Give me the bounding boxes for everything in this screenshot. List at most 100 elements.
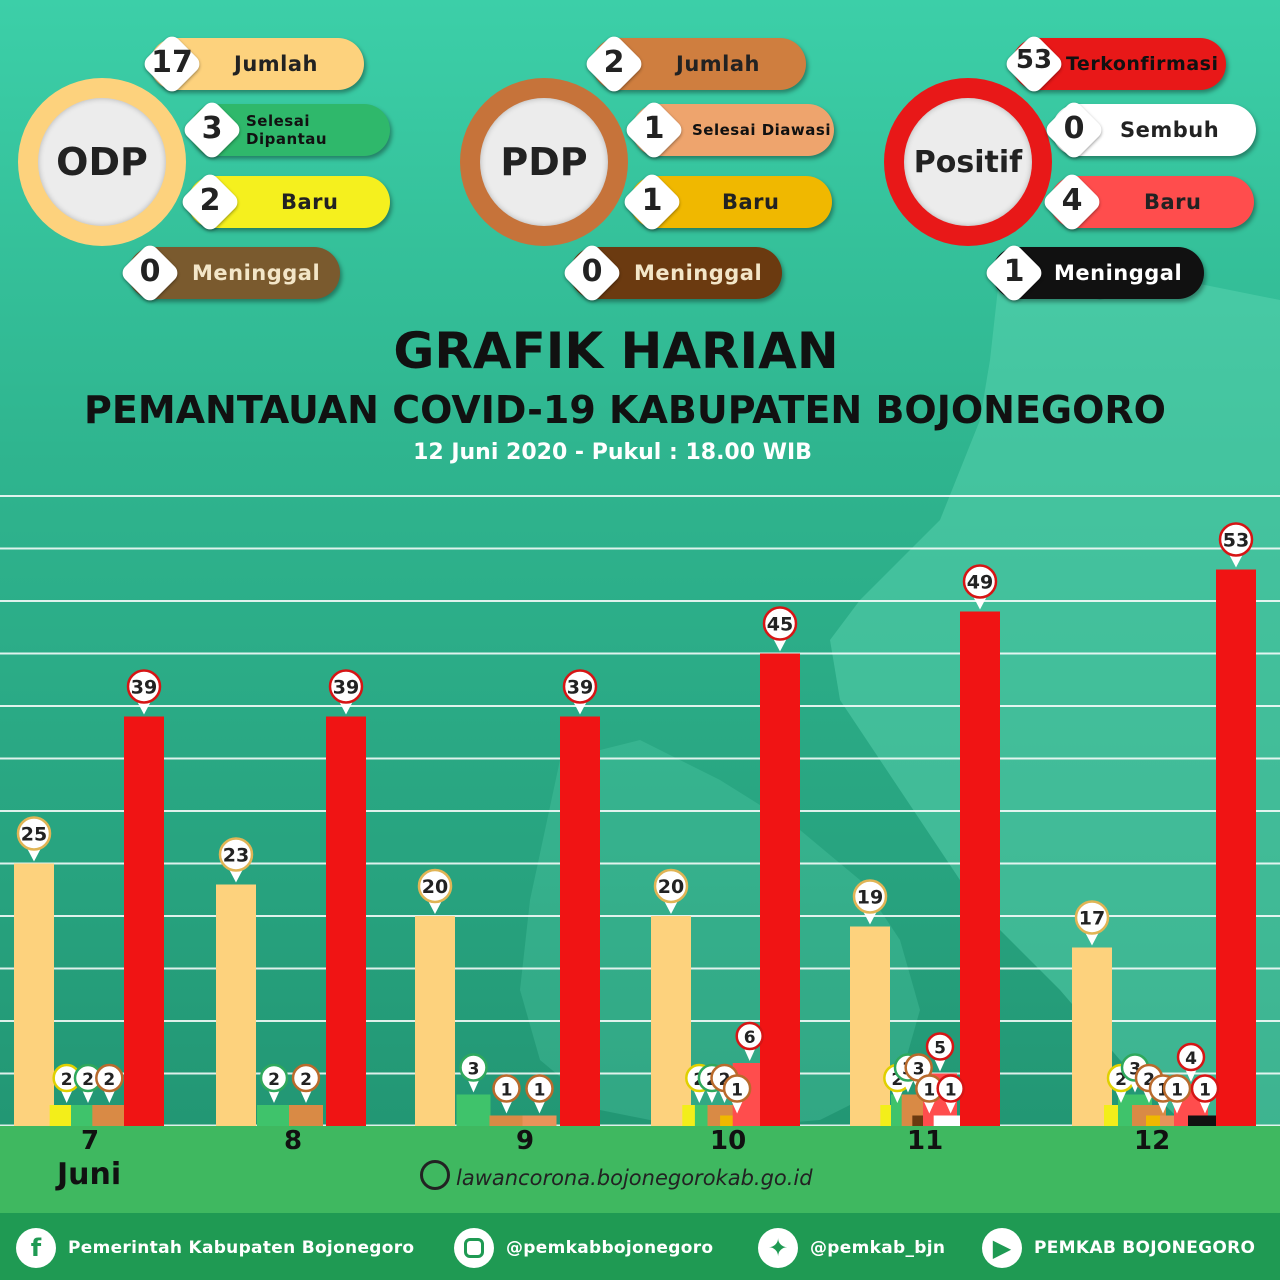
data-label: 53 — [1218, 522, 1254, 568]
x-tick-label: 12 — [1134, 1126, 1171, 1156]
bar-positif-terkonfirmasi — [1216, 569, 1256, 1126]
data-label-text: 25 — [21, 824, 47, 846]
data-label: 1 — [915, 1074, 944, 1114]
pdp-jumlah-value: 2 — [603, 45, 625, 80]
data-label: 17 — [1074, 900, 1110, 946]
footer-youtube[interactable]: ▶ PEMKAB BOJONEGORO — [982, 1228, 1255, 1268]
footer-twitter[interactable]: ✦ @pemkab_bjn — [758, 1228, 945, 1268]
data-label-text: 2 — [300, 1070, 312, 1090]
pdp-title: PDP — [480, 98, 608, 226]
chart-base — [0, 1126, 1280, 1213]
data-label: 2 — [291, 1063, 321, 1103]
data-label-text: 2 — [103, 1070, 115, 1090]
globe-icon — [420, 1160, 450, 1190]
x-tick-label: 9 — [516, 1126, 535, 1156]
footer-bar — [0, 1213, 1280, 1280]
data-label-text: 20 — [422, 876, 448, 898]
data-label-text: 6 — [744, 1028, 756, 1048]
data-label-text: 2 — [61, 1070, 73, 1090]
footer-instagram[interactable]: @pemkabbojonegoro — [454, 1228, 713, 1268]
data-label: 20 — [417, 868, 453, 914]
positif-terkonfirmasi-value: 53 — [1015, 45, 1053, 75]
data-label-text: 2 — [719, 1070, 731, 1090]
pdp-selesai-label: Selesai Diawasi — [692, 121, 831, 139]
positif-title: Positif — [904, 98, 1032, 226]
data-label-text: 3 — [1129, 1060, 1141, 1080]
x-tick-label: 7 — [81, 1126, 100, 1156]
odp-baru-label: Baru — [281, 190, 339, 214]
data-label-text: 2 — [268, 1070, 280, 1090]
data-label-text: 3 — [913, 1060, 925, 1080]
odp-jumlah-label: Jumlah — [234, 52, 318, 76]
positif-baru-label: Baru — [1144, 190, 1202, 214]
bar-odp-jumlah — [1072, 947, 1112, 1126]
positif-sembuh-value: 0 — [1063, 111, 1085, 146]
data-label-text: 23 — [223, 845, 249, 867]
x-axis-month: Juni — [57, 1157, 122, 1192]
x-tick-label: 10 — [710, 1126, 747, 1156]
bar-pdp-jumlah — [92, 1105, 127, 1126]
youtube-text: PEMKAB BOJONEGORO — [1034, 1238, 1256, 1258]
data-label-text: 53 — [1223, 530, 1249, 552]
bar-pdp-selesai — [522, 1115, 557, 1126]
positif-baru-value: 4 — [1061, 183, 1083, 218]
data-label-text: 2 — [891, 1070, 903, 1090]
chart-date: 12 Juni 2020 - Pukul : 18.00 WIB — [413, 440, 812, 465]
x-tick-label: 11 — [907, 1126, 944, 1156]
data-labels: 2522239232239203113920222164519233151491… — [16, 522, 1254, 1114]
bar-positif-terkonfirmasi — [760, 653, 800, 1126]
pdp-baru-value: 1 — [641, 183, 663, 218]
twitter-icon: ✦ — [758, 1228, 798, 1268]
data-label: 39 — [562, 669, 598, 715]
data-label-text: 1 — [1171, 1081, 1183, 1101]
data-label-text: 1 — [501, 1081, 513, 1101]
x-tick-label: 8 — [284, 1126, 303, 1156]
data-label-text: 39 — [131, 677, 157, 699]
positif-meninggal-value: 1 — [1003, 254, 1025, 289]
odp-meninggal-label: Meninggal — [192, 261, 321, 285]
bar-odp-jumlah — [415, 916, 455, 1126]
data-label-text: 1 — [1199, 1081, 1211, 1101]
data-label-text: 4 — [1185, 1049, 1197, 1069]
bar-positif-sembuh — [933, 1115, 968, 1126]
pdp-baru-label: Baru — [722, 190, 780, 214]
odp-jumlah-value: 17 — [151, 45, 193, 80]
bar-odp-selesai — [257, 1105, 291, 1126]
odp-meninggal-value: 0 — [139, 254, 161, 289]
data-label: 4 — [1176, 1042, 1206, 1082]
website-url[interactable]: lawancorona.bojonegorokab.go.id — [456, 1166, 813, 1190]
bar-positif-meninggal — [1188, 1115, 1222, 1126]
data-label: 25 — [16, 816, 52, 862]
bar-positif-terkonfirmasi — [960, 611, 1000, 1126]
data-label: 19 — [852, 879, 888, 925]
data-label: 2 — [95, 1063, 124, 1103]
bar-pdp-jumlah — [489, 1115, 524, 1126]
data-label: 1 — [1190, 1074, 1220, 1114]
positif-terkonfirmasi-label: Terkonfirmasi — [1066, 53, 1219, 75]
data-label: 1 — [722, 1074, 752, 1114]
bar-odp-jumlah — [216, 884, 256, 1126]
data-label: 39 — [328, 669, 364, 715]
chart-title: GRAFIK HARIAN — [393, 322, 839, 380]
bar-pdp-jumlah — [289, 1105, 323, 1126]
chart-subtitle: PEMANTAUAN COVID-19 KABUPATEN BOJONEGORO — [84, 388, 1166, 432]
twitter-text: @pemkab_bjn — [810, 1238, 946, 1258]
data-label: 6 — [735, 1021, 764, 1061]
data-label: 1 — [525, 1074, 554, 1114]
pdp-selesai-value: 1 — [643, 111, 665, 146]
data-label-text: 39 — [333, 677, 359, 699]
gridlines — [0, 495, 1280, 1213]
footer-facebook[interactable]: f Pemerintah Kabupaten Bojonegoro — [16, 1228, 414, 1268]
data-label-text: 17 — [1079, 908, 1105, 930]
odp-selesai-label: Selesai Dipantau — [246, 112, 328, 148]
data-label-text: 2 — [1143, 1070, 1155, 1090]
facebook-text: Pemerintah Kabupaten Bojonegoro — [68, 1238, 415, 1258]
data-label: 5 — [925, 1032, 955, 1072]
data-label: 2 — [52, 1063, 81, 1103]
bar-odp-jumlah — [651, 916, 691, 1126]
odp-selesai-value: 3 — [201, 111, 223, 146]
data-label: 45 — [762, 606, 798, 652]
data-label-text: 3 — [468, 1060, 480, 1080]
pdp-jumlah-label: Jumlah — [676, 52, 760, 76]
